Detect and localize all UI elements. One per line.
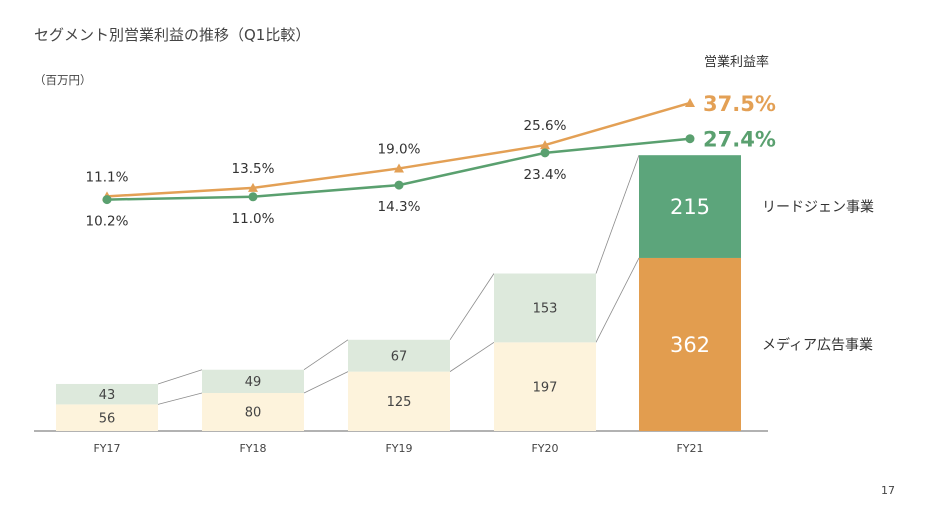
bar-label-media-fy17: 56 — [99, 411, 116, 426]
margin-label: 13.5% — [232, 161, 275, 177]
bar-label-leadgen-fy19: 67 — [391, 349, 408, 364]
legend-leadgen: リードジェン事業 — [762, 200, 874, 216]
bar-media-fy20 — [494, 342, 596, 431]
bar-leadgen-fy21 — [639, 155, 741, 258]
x-tick-fy17: FY17 — [93, 442, 120, 455]
bar-label-leadgen-fy17: 43 — [99, 388, 116, 403]
x-tick-fy18: FY18 — [239, 442, 266, 455]
bar-leadgen-fy20 — [494, 273, 596, 343]
margin-label-final: 27.4% — [703, 128, 776, 152]
margin-label: 25.6% — [524, 118, 567, 134]
bar-label-media-fy20: 197 — [533, 380, 558, 395]
margin-label: 23.4% — [524, 167, 567, 183]
bar-media-fy17 — [56, 404, 158, 431]
connector-top — [157, 369, 203, 385]
margin-label: 14.3% — [378, 199, 421, 215]
connector-lines — [157, 155, 640, 405]
connector-top — [595, 155, 640, 274]
connector-mid — [157, 392, 203, 405]
x-tick-fy20: FY20 — [531, 442, 558, 455]
marker-circle — [102, 195, 112, 205]
x-tick-fy19: FY19 — [385, 442, 412, 455]
margin-label: 11.0% — [232, 211, 275, 227]
bar-leadgen-fy19 — [348, 339, 450, 372]
bar-label-leadgen-fy20: 153 — [533, 302, 558, 317]
marker-triangle — [540, 140, 550, 150]
connector-top — [449, 273, 495, 341]
marker-circle — [540, 148, 550, 158]
x-tick-fy21: FY21 — [676, 442, 703, 455]
bar-label-leadgen-fy18: 49 — [245, 375, 262, 390]
unit-label: （百万円） — [34, 73, 92, 87]
marker-triangle — [248, 182, 258, 192]
bar-label-media-fy19: 125 — [387, 395, 412, 410]
margin-label: 19.0% — [378, 141, 421, 157]
connector-mid — [595, 257, 640, 343]
margin-lines: 営業利益率 11.1% 13.5% 19.0% 25.6% 37.5% 10.2% 11.0%… — [86, 54, 776, 230]
x-axis-labels: FY17 FY18 FY19 FY20 FY21 — [93, 442, 703, 455]
margin-lines-title: 営業利益率 — [704, 54, 769, 70]
connector-mid — [449, 342, 495, 372]
bar-label-media-fy18: 80 — [245, 406, 262, 421]
marker-triangle — [685, 97, 695, 107]
bar-media-fy21 — [639, 257, 741, 431]
marker-triangle — [394, 163, 404, 173]
marker-circle — [394, 180, 404, 190]
margin-label-final: 37.5% — [703, 92, 776, 116]
bar-media-fy18 — [202, 393, 304, 431]
bar-leadgen-fy17 — [56, 383, 158, 405]
page-title: セグメント別営業利益の推移（Q1比較） — [34, 26, 311, 44]
legend-media: メディア広告事業 — [762, 336, 873, 353]
page-number: 17 — [881, 484, 895, 497]
bar-label-leadgen-fy21: 215 — [670, 195, 710, 219]
margin-label: 10.2% — [86, 214, 129, 230]
bar-leadgen-fy18 — [202, 369, 304, 393]
marker-circle — [685, 134, 695, 144]
marker-circle — [248, 192, 258, 202]
bar-label-media-fy21: 362 — [670, 333, 710, 357]
connector-top — [303, 339, 349, 371]
bar-media-fy19 — [348, 371, 450, 431]
bars: 56 43 80 49 125 67 197 153 362 215 — [56, 155, 741, 431]
connector-mid — [303, 371, 349, 394]
margin-label: 11.1% — [86, 169, 129, 185]
